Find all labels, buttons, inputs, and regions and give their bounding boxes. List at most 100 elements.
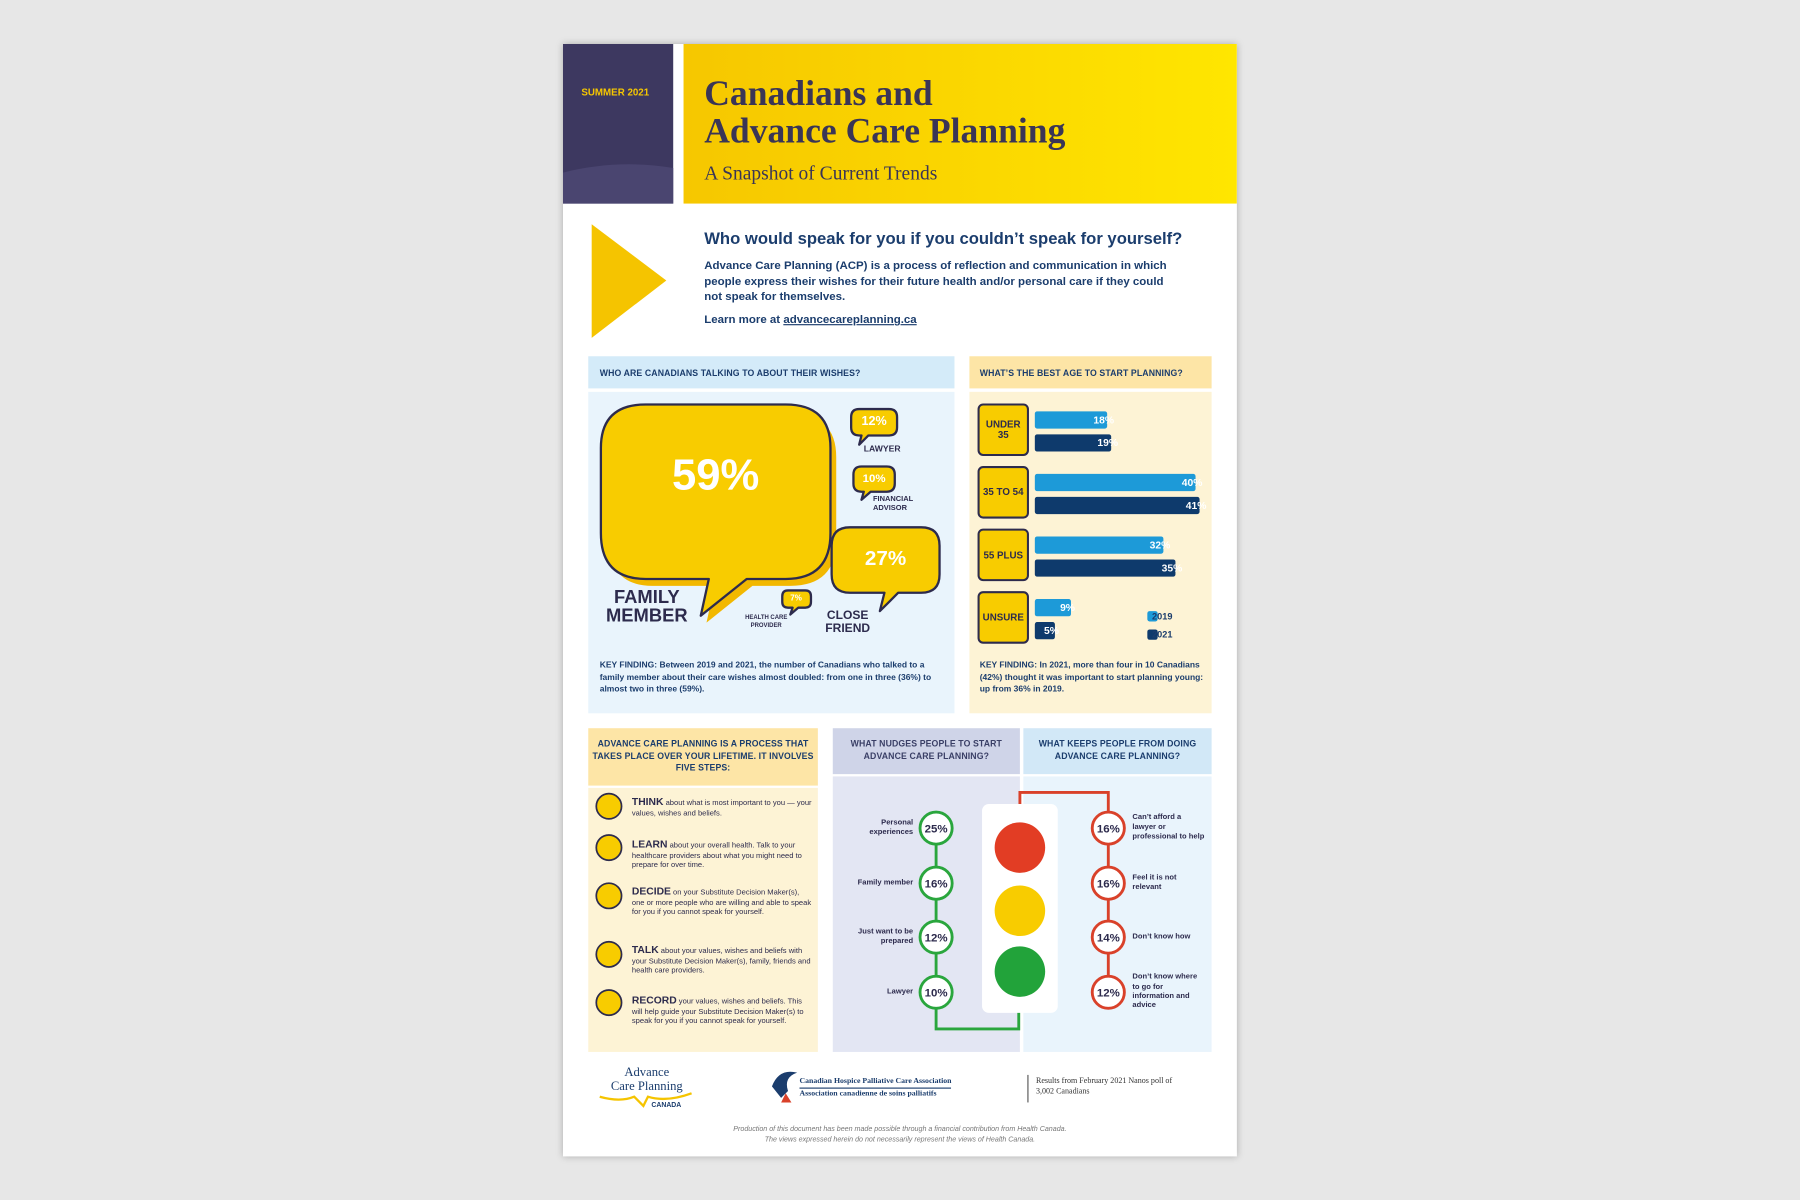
bar-label: 19% bbox=[1097, 438, 1118, 449]
key-finding-text: In 2021, more than four in 10 Canadians … bbox=[979, 659, 1204, 694]
key-finding-label: KEY FINDING: bbox=[979, 659, 1038, 670]
key-finding: KEY FINDING: In 2021, more than four in … bbox=[980, 659, 1204, 695]
panel-head bbox=[588, 356, 955, 389]
logo-text: Canadian Hospice Palliative Care Associa… bbox=[799, 1076, 952, 1089]
step-verb: LEARN bbox=[631, 838, 668, 850]
legend-swatch bbox=[1147, 611, 1158, 622]
bubble-label: LAWYER bbox=[863, 443, 901, 454]
value-circle bbox=[1090, 865, 1126, 901]
bubbles bbox=[599, 403, 941, 623]
logo-leaf bbox=[781, 1093, 792, 1103]
bar-label: 41% bbox=[1186, 501, 1207, 512]
bubble-value: 59% bbox=[672, 451, 759, 499]
bubble-value: 7% bbox=[790, 594, 802, 603]
key-finding: KEY FINDING: Between 2019 and 2021, the … bbox=[600, 659, 944, 695]
bubble-label: HEALTH CARE PROVIDER bbox=[745, 614, 788, 630]
triangle bbox=[591, 224, 667, 338]
bar bbox=[1034, 599, 1071, 617]
panel-head bbox=[588, 728, 818, 786]
header-band bbox=[683, 44, 1237, 204]
reason-label: Just want to be prepared bbox=[858, 927, 914, 946]
bar bbox=[1034, 622, 1055, 640]
traffic-light bbox=[934, 791, 1110, 1031]
logo-acp: Advance Care Planning CANADA bbox=[597, 1066, 696, 1113]
header-wave bbox=[563, 164, 674, 204]
step-text: about your values, wishes and beliefs wi… bbox=[631, 947, 811, 976]
bar bbox=[1034, 559, 1176, 577]
key-finding-text: Between 2019 and 2021, the number of Can… bbox=[599, 659, 932, 694]
bar-label: 18% bbox=[1093, 415, 1114, 426]
value-circle bbox=[1090, 810, 1126, 846]
legend-swatch bbox=[1147, 629, 1158, 640]
reason-label: Personal experiences bbox=[869, 818, 914, 837]
artwork: 25% 16% 12% 10% 16% 16% 14% 12% 59% 12% 10% 27% 7% 1… bbox=[563, 44, 1237, 1108]
legend-label: 2019 bbox=[1152, 611, 1172, 621]
question: Who would speak for you if you couldn’t … bbox=[704, 229, 1183, 249]
value-text: 12% bbox=[925, 932, 948, 944]
value-text: 25% bbox=[925, 823, 948, 835]
bar bbox=[1034, 536, 1164, 554]
value-text: 16% bbox=[1097, 878, 1120, 890]
link[interactable]: advancecareplanning.ca bbox=[783, 313, 917, 327]
value-circle bbox=[918, 919, 954, 955]
age-label: 35 TO 54 bbox=[982, 485, 1024, 498]
logo-text: Care Planning bbox=[610, 1079, 683, 1094]
reason-label: Family member bbox=[857, 878, 914, 887]
section-heading: WHAT’S THE BEST AGE TO START PLANNING? bbox=[979, 367, 1183, 379]
age-label: UNDER 35 bbox=[985, 418, 1021, 441]
section-heading: WHO ARE CANADIANS TALKING TO ABOUT THEIR… bbox=[599, 367, 861, 379]
title: Canadians and Advance Care Planning bbox=[704, 74, 1065, 150]
step-text: on your Substitute Decision Maker(s), on… bbox=[631, 888, 812, 917]
step: RECORD your values, wishes and beliefs. … bbox=[631, 994, 813, 1028]
step: DECIDE on your Substitute Decision Maker… bbox=[631, 886, 813, 919]
step-text: about what is most important to you — yo… bbox=[631, 799, 812, 818]
logo-text: Advance bbox=[624, 1065, 670, 1080]
title-line: Advance Care Planning bbox=[704, 110, 1066, 151]
value-text: 14% bbox=[1097, 932, 1120, 944]
step-icons bbox=[595, 792, 623, 1017]
step: TALK about your values, wishes and belie… bbox=[632, 945, 813, 977]
reason-label: Can’t afford a lawyer or professional to… bbox=[1132, 813, 1205, 841]
reason-label: Don’t know where to go for information a… bbox=[1132, 972, 1198, 1010]
note-line: Production of this document has been mad… bbox=[733, 1125, 1067, 1134]
step: LEARN about your overall health. Talk to… bbox=[631, 838, 813, 872]
step-verb: RECORD bbox=[631, 994, 677, 1007]
intro-body: Advance Care Planning (ACP) is a process… bbox=[704, 259, 1167, 304]
bubble-label: FINANCIAL ADVISOR bbox=[872, 495, 914, 513]
logo-swoosh bbox=[599, 1092, 692, 1108]
content-layer: FAMILY MEMBER LAWYER FINANCIAL ADVISOR CLOS… bbox=[563, 44, 1237, 1156]
bar-label: 5% bbox=[1044, 626, 1059, 637]
learn-more: Learn more at advancecareplanning.ca bbox=[704, 314, 916, 327]
bar bbox=[1034, 434, 1112, 452]
poll-note: Results from February 2021 Nanos poll of… bbox=[1035, 1076, 1173, 1096]
reason-label: Feel it is not relevant bbox=[1132, 873, 1177, 892]
subtitle: A Snapshot of Current Trends bbox=[704, 162, 938, 185]
legend-label: 2021 bbox=[1152, 630, 1172, 640]
age-icon bbox=[977, 403, 1029, 457]
bar bbox=[1034, 496, 1200, 515]
value-circle bbox=[1090, 974, 1126, 1010]
learn-more-text: Learn more at bbox=[704, 313, 781, 327]
step-verb: THINK bbox=[631, 795, 664, 808]
bubble-value: 10% bbox=[863, 473, 886, 485]
logo-chpca: Canadian Hospice Palliative Care Associa… bbox=[799, 1076, 952, 1100]
section-heading: ADVANCE CARE PLANNING IS A PROCESS THAT … bbox=[592, 738, 814, 773]
panel bbox=[588, 787, 818, 1052]
bubble-label: FAMILY MEMBER bbox=[605, 588, 688, 627]
age-icon bbox=[977, 591, 1029, 644]
age-icon bbox=[977, 528, 1029, 582]
bubble-value: 12% bbox=[861, 414, 886, 428]
bar-label: 32% bbox=[1150, 540, 1171, 551]
note-line: The views expressed herein do not necess… bbox=[764, 1135, 1036, 1144]
value-text: 12% bbox=[1097, 987, 1120, 999]
age-icon bbox=[977, 466, 1029, 519]
bar-label: 9% bbox=[1060, 603, 1075, 614]
bubble-label: CLOSE FRIEND bbox=[825, 608, 871, 636]
value-circle bbox=[918, 810, 954, 846]
panel-head bbox=[832, 728, 1020, 775]
value-circle bbox=[1090, 919, 1126, 955]
age-label: 55 PLUS bbox=[983, 548, 1024, 561]
edition: SUMMER 2021 bbox=[581, 86, 650, 98]
section-heading: WHAT NUDGES PEOPLE TO START ADVANCE CARE… bbox=[850, 738, 1002, 761]
step: THINK about what is most important to yo… bbox=[632, 797, 813, 819]
